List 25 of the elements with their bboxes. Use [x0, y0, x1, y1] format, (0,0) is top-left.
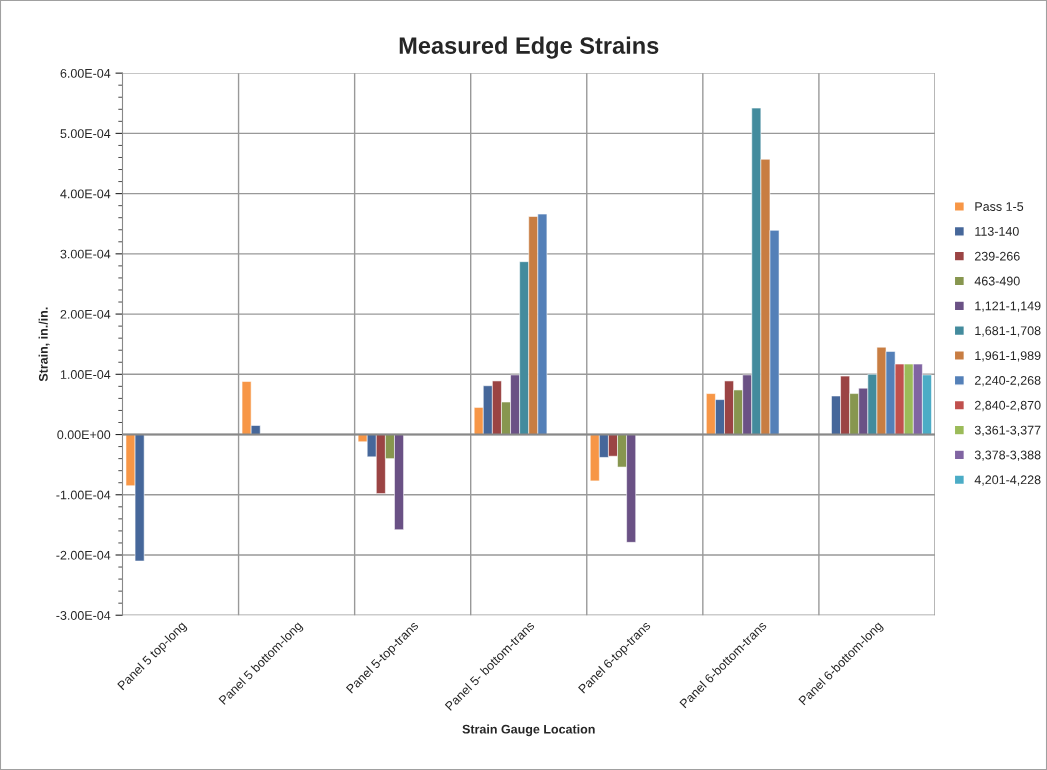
legend-label: 1,121-1,149 [975, 301, 1041, 312]
legend-label: 1,961-1,989 [975, 351, 1041, 362]
legend-label: 2,240-2,268 [974, 375, 1041, 387]
legend-label: 3,361-3,377 [974, 425, 1041, 437]
y-tick-label: 1.00E-04 [60, 370, 111, 379]
y-tick-label: 4.00E-04 [60, 189, 111, 199]
legend-label: 3,378-3,388 [974, 450, 1041, 461]
legend-label: Pass 1-5 [975, 202, 1024, 211]
y-tick-label: -1.00E-04 [56, 490, 111, 500]
y-tick-label: 3.00E-04 [60, 249, 111, 259]
y-tick-label: -2.00E-04 [56, 550, 111, 560]
legend-label: 113-140 [975, 226, 1019, 236]
x-axis-title: Strain Gauge Location [462, 724, 595, 737]
y-tick-label: 2.00E-04 [60, 309, 111, 319]
y-tick-label: 0.00E+00 [57, 430, 111, 440]
y-tick-label: -3.00E-04 [56, 611, 111, 620]
y-tick-label: 6.00E-04 [60, 68, 111, 78]
legend-label: 1,681-1,708 [975, 326, 1041, 337]
legend-label: 2,840-2,870 [974, 400, 1041, 412]
y-axis-title: Strain, in./in. [38, 307, 50, 382]
legend-label: 4,201-4,228 [974, 475, 1041, 486]
chart-title: Measured Edge Strains [399, 36, 659, 59]
y-tick-label: 5.00E-04 [60, 129, 111, 139]
legend-label: 239-266 [974, 251, 1020, 261]
legend-label: 463-490 [974, 276, 1020, 286]
